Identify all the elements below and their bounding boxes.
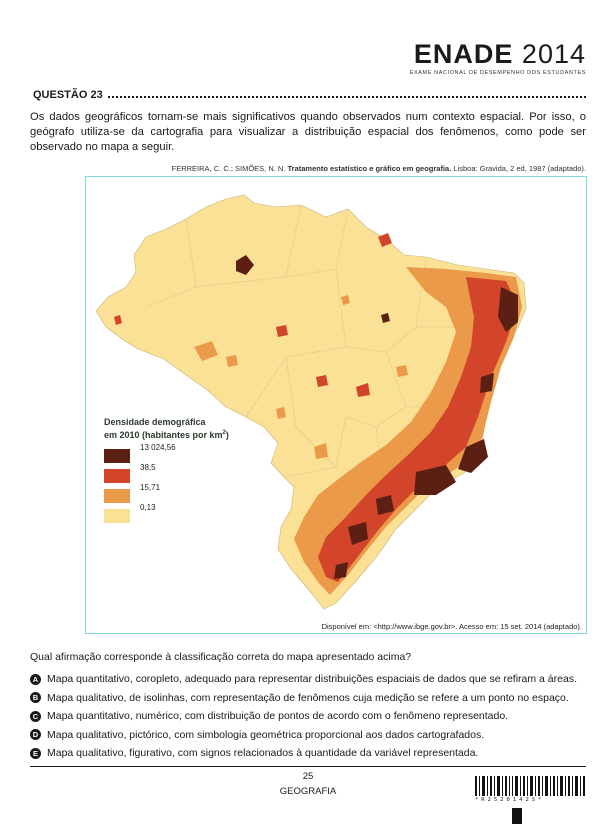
question-intro: Os dados geográficos tornam-se mais sign… bbox=[30, 111, 586, 153]
legend-swatch bbox=[104, 489, 130, 503]
source-title: Tratamento estatístico e gráfico em geog… bbox=[287, 164, 452, 173]
logo-year: 2014 bbox=[521, 39, 586, 69]
density-high-regions bbox=[294, 267, 522, 595]
source-authors: FERREIRA, C. C.; SIMÕES, N. N. bbox=[171, 164, 286, 173]
legend-value: 38,5 bbox=[140, 463, 156, 472]
legend-swatch bbox=[104, 509, 130, 523]
map-legend: Densidade demográfica em 2010 (habitante… bbox=[104, 417, 229, 523]
question-prompt: Qual afirmação corresponde à classificaç… bbox=[30, 651, 412, 663]
legend-row: 38,5 bbox=[104, 463, 229, 483]
legend-title-text: em 2010 (habitantes por km bbox=[104, 430, 223, 440]
option-c[interactable]: C Mapa quantitativo, numérico, com distr… bbox=[30, 707, 590, 726]
option-text: Mapa qualitativo, pictórico, com simbolo… bbox=[47, 728, 485, 741]
legend-value: 13 024,56 bbox=[140, 443, 176, 452]
density-scattered-spots bbox=[114, 233, 408, 459]
option-text: Mapa qualitativo, de isolinhas, com repr… bbox=[47, 691, 569, 704]
answer-options: A Mapa quantitativo, coropleto, adequado… bbox=[30, 670, 590, 763]
legend-title-line1: Densidade demográfica bbox=[104, 417, 206, 427]
page-number: 25 bbox=[302, 771, 314, 782]
legend-row: 0,13 bbox=[104, 503, 229, 523]
legend-title: Densidade demográfica em 2010 (habitante… bbox=[104, 417, 229, 441]
legend-swatch bbox=[104, 469, 130, 483]
option-letter: C bbox=[30, 710, 41, 722]
question-divider bbox=[108, 96, 586, 98]
option-d[interactable]: D Mapa qualitativo, pictórico, com simbo… bbox=[30, 726, 590, 745]
barcode-digits: *R2520142S* bbox=[475, 797, 545, 803]
option-text: Mapa qualitativo, figurativo, com signos… bbox=[47, 747, 479, 760]
logo-subtitle: EXAME NACIONAL DE DESEMPENHO DOS ESTUDAN… bbox=[409, 70, 586, 76]
legend-title-end: ) bbox=[225, 430, 229, 440]
option-text: Mapa quantitativo, coropleto, adequado p… bbox=[47, 673, 577, 686]
option-e[interactable]: E Mapa qualitativo, figurativo, com sign… bbox=[30, 744, 590, 763]
option-letter: E bbox=[30, 747, 41, 759]
legend-title-sup: 2 bbox=[222, 430, 226, 436]
legend-row: 13 024,56 bbox=[104, 443, 229, 463]
brazil-density-map bbox=[95, 194, 527, 610]
source-citation: FERREIRA, C. C.; SIMÕES, N. N. Tratament… bbox=[172, 164, 586, 173]
map-credit: Disponível em: <http://www.ibge.gov.br>.… bbox=[321, 622, 582, 631]
legend-swatch bbox=[104, 449, 130, 463]
source-rest: Lisboa: Gravida, 2 ed, 1987 (adaptado). bbox=[453, 164, 586, 173]
option-a[interactable]: A Mapa quantitativo, coropleto, adequado… bbox=[30, 670, 590, 689]
logo-title: ENADE 2014 bbox=[410, 40, 586, 68]
option-letter: D bbox=[30, 729, 41, 741]
legend-value: 15,71 bbox=[140, 483, 161, 492]
option-letter: B bbox=[30, 692, 41, 704]
barcode bbox=[475, 776, 585, 796]
registration-mark bbox=[512, 808, 522, 824]
enade-logo: ENADE 2014 EXAME NACIONAL DE DESEMPENHO … bbox=[410, 40, 586, 76]
logo-main-text: ENADE bbox=[413, 39, 514, 69]
subject-label: GEOGRAFIA bbox=[279, 786, 337, 797]
density-map-figure: Densidade demográfica em 2010 (habitante… bbox=[85, 176, 587, 634]
option-text: Mapa quantitativo, numérico, com distrib… bbox=[47, 710, 509, 723]
option-b[interactable]: B Mapa qualitativo, de isolinhas, com re… bbox=[30, 689, 590, 708]
legend-row: 15,71 bbox=[104, 483, 229, 503]
question-number: QUESTÃO 23 bbox=[33, 89, 103, 101]
legend-value: 0,13 bbox=[140, 503, 156, 512]
footer-divider bbox=[30, 766, 586, 767]
legend-title-line2: em 2010 (habitantes por km2) bbox=[104, 428, 229, 441]
option-letter: A bbox=[30, 673, 41, 685]
